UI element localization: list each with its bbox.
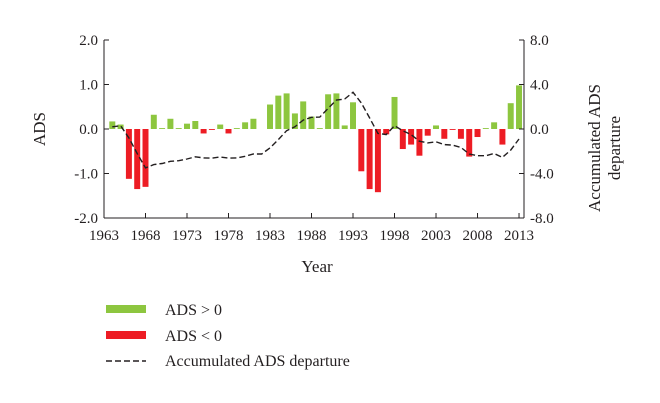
y-tick-label: 0.0 (79, 122, 98, 138)
y-tick-label: 2.0 (79, 33, 98, 49)
x-ticks: 1963 1968 1973 1978 1983 1988 1993 1998 2003 2008… (89, 213, 534, 244)
bar-2006 (457, 129, 464, 139)
y2-tick-label: -4.0 (530, 167, 554, 183)
x-tick-label: 1978 (214, 228, 244, 244)
y2-tick-label: 4.0 (530, 78, 549, 94)
bar-1999 (399, 129, 406, 150)
bar-1968 (142, 129, 149, 187)
bar-2000 (408, 129, 415, 145)
legend-swatch-positive (106, 305, 146, 313)
bar-1986 (291, 113, 298, 129)
x-tick-label: 1988 (297, 228, 327, 244)
x-tick-label: 2003 (421, 228, 451, 244)
bar-1990 (325, 94, 332, 129)
y-tick-label: -1.0 (74, 167, 98, 183)
legend-label-line: Accumulated ADS departure (165, 353, 350, 370)
bar-1981 (250, 118, 257, 129)
bar-2013 (516, 85, 523, 129)
bar-1971 (167, 118, 174, 129)
x-tick-label: 1993 (338, 228, 368, 244)
right-y-axis-title: Accumulated ADS departure (585, 84, 624, 212)
bar-1998 (391, 96, 398, 129)
y2-tick-label: 0.0 (530, 122, 549, 138)
bar-2012 (507, 103, 514, 129)
x-tick-label: 2008 (463, 228, 493, 244)
bar-2008 (474, 129, 481, 138)
x-tick-label: 2013 (504, 228, 534, 244)
y-tick-label: -2.0 (74, 211, 98, 227)
bar-1994 (358, 129, 365, 172)
bar-1991 (333, 93, 340, 129)
bar-1995 (366, 129, 373, 190)
bar-1996 (374, 129, 381, 193)
bar-1964 (109, 121, 116, 129)
bar-2009 (482, 128, 489, 129)
bar-1980 (242, 122, 249, 129)
bar-1989 (316, 128, 323, 129)
x-tick-label: 1968 (131, 228, 161, 244)
right-y-axis-title-line-1: Accumulated ADS (585, 84, 604, 212)
x-tick-label: 1998 (380, 228, 410, 244)
bar-1992 (341, 125, 348, 129)
bar-1970 (159, 128, 166, 129)
bar-1987 (300, 101, 307, 129)
bar-1983 (267, 104, 273, 129)
bar-1978 (225, 129, 232, 134)
x-tick-label: 1963 (89, 228, 119, 244)
bar-1977 (217, 124, 224, 129)
bar-2004 (441, 129, 448, 139)
bar-1985 (283, 93, 290, 129)
bar-1966 (125, 129, 132, 179)
bar-1973 (184, 123, 190, 129)
bar-1997 (383, 129, 390, 135)
y-tick-label: 1.0 (79, 78, 98, 94)
right-y-axis-title-line-2: departure (605, 116, 624, 180)
bar-2010 (491, 122, 498, 129)
left-y-axis-title: ADS (30, 112, 49, 146)
bar-1988 (308, 116, 315, 129)
bar-1975 (200, 129, 207, 134)
bar-2005 (449, 129, 456, 130)
legend: ADS > 0 ADS < 0 Accumulated ADS departur… (106, 302, 350, 370)
bar-1984 (275, 95, 282, 129)
bar-2002 (424, 129, 431, 136)
bar-2011 (499, 129, 506, 145)
bar-1993 (350, 102, 356, 129)
legend-swatch-negative (106, 331, 146, 339)
bar-1972 (175, 128, 182, 129)
left-y-ticks: -2.0 -1.0 0.0 1.0 2.0 (74, 33, 109, 227)
legend-label-positive: ADS > 0 (165, 302, 222, 319)
bar-1974 (192, 120, 199, 129)
right-y-ticks: -8.0 -4.0 0.0 4.0 8.0 (519, 33, 554, 227)
bar-group (109, 85, 523, 193)
accumulated-departure-line (112, 91, 520, 169)
bar-1969 (150, 114, 157, 129)
legend-label-negative: ADS < 0 (165, 328, 222, 345)
x-tick-label: 1983 (255, 228, 285, 244)
y2-tick-label: 8.0 (530, 33, 549, 49)
bar-1976 (208, 129, 215, 130)
bar-1967 (134, 129, 141, 190)
y2-tick-label: -8.0 (530, 211, 554, 227)
bar-2007 (466, 129, 473, 157)
bar-2001 (416, 129, 423, 156)
x-axis-title: Year (301, 257, 333, 276)
bar-2003 (433, 125, 440, 129)
bar-1979 (233, 128, 240, 129)
x-tick-label: 1973 (172, 228, 202, 244)
